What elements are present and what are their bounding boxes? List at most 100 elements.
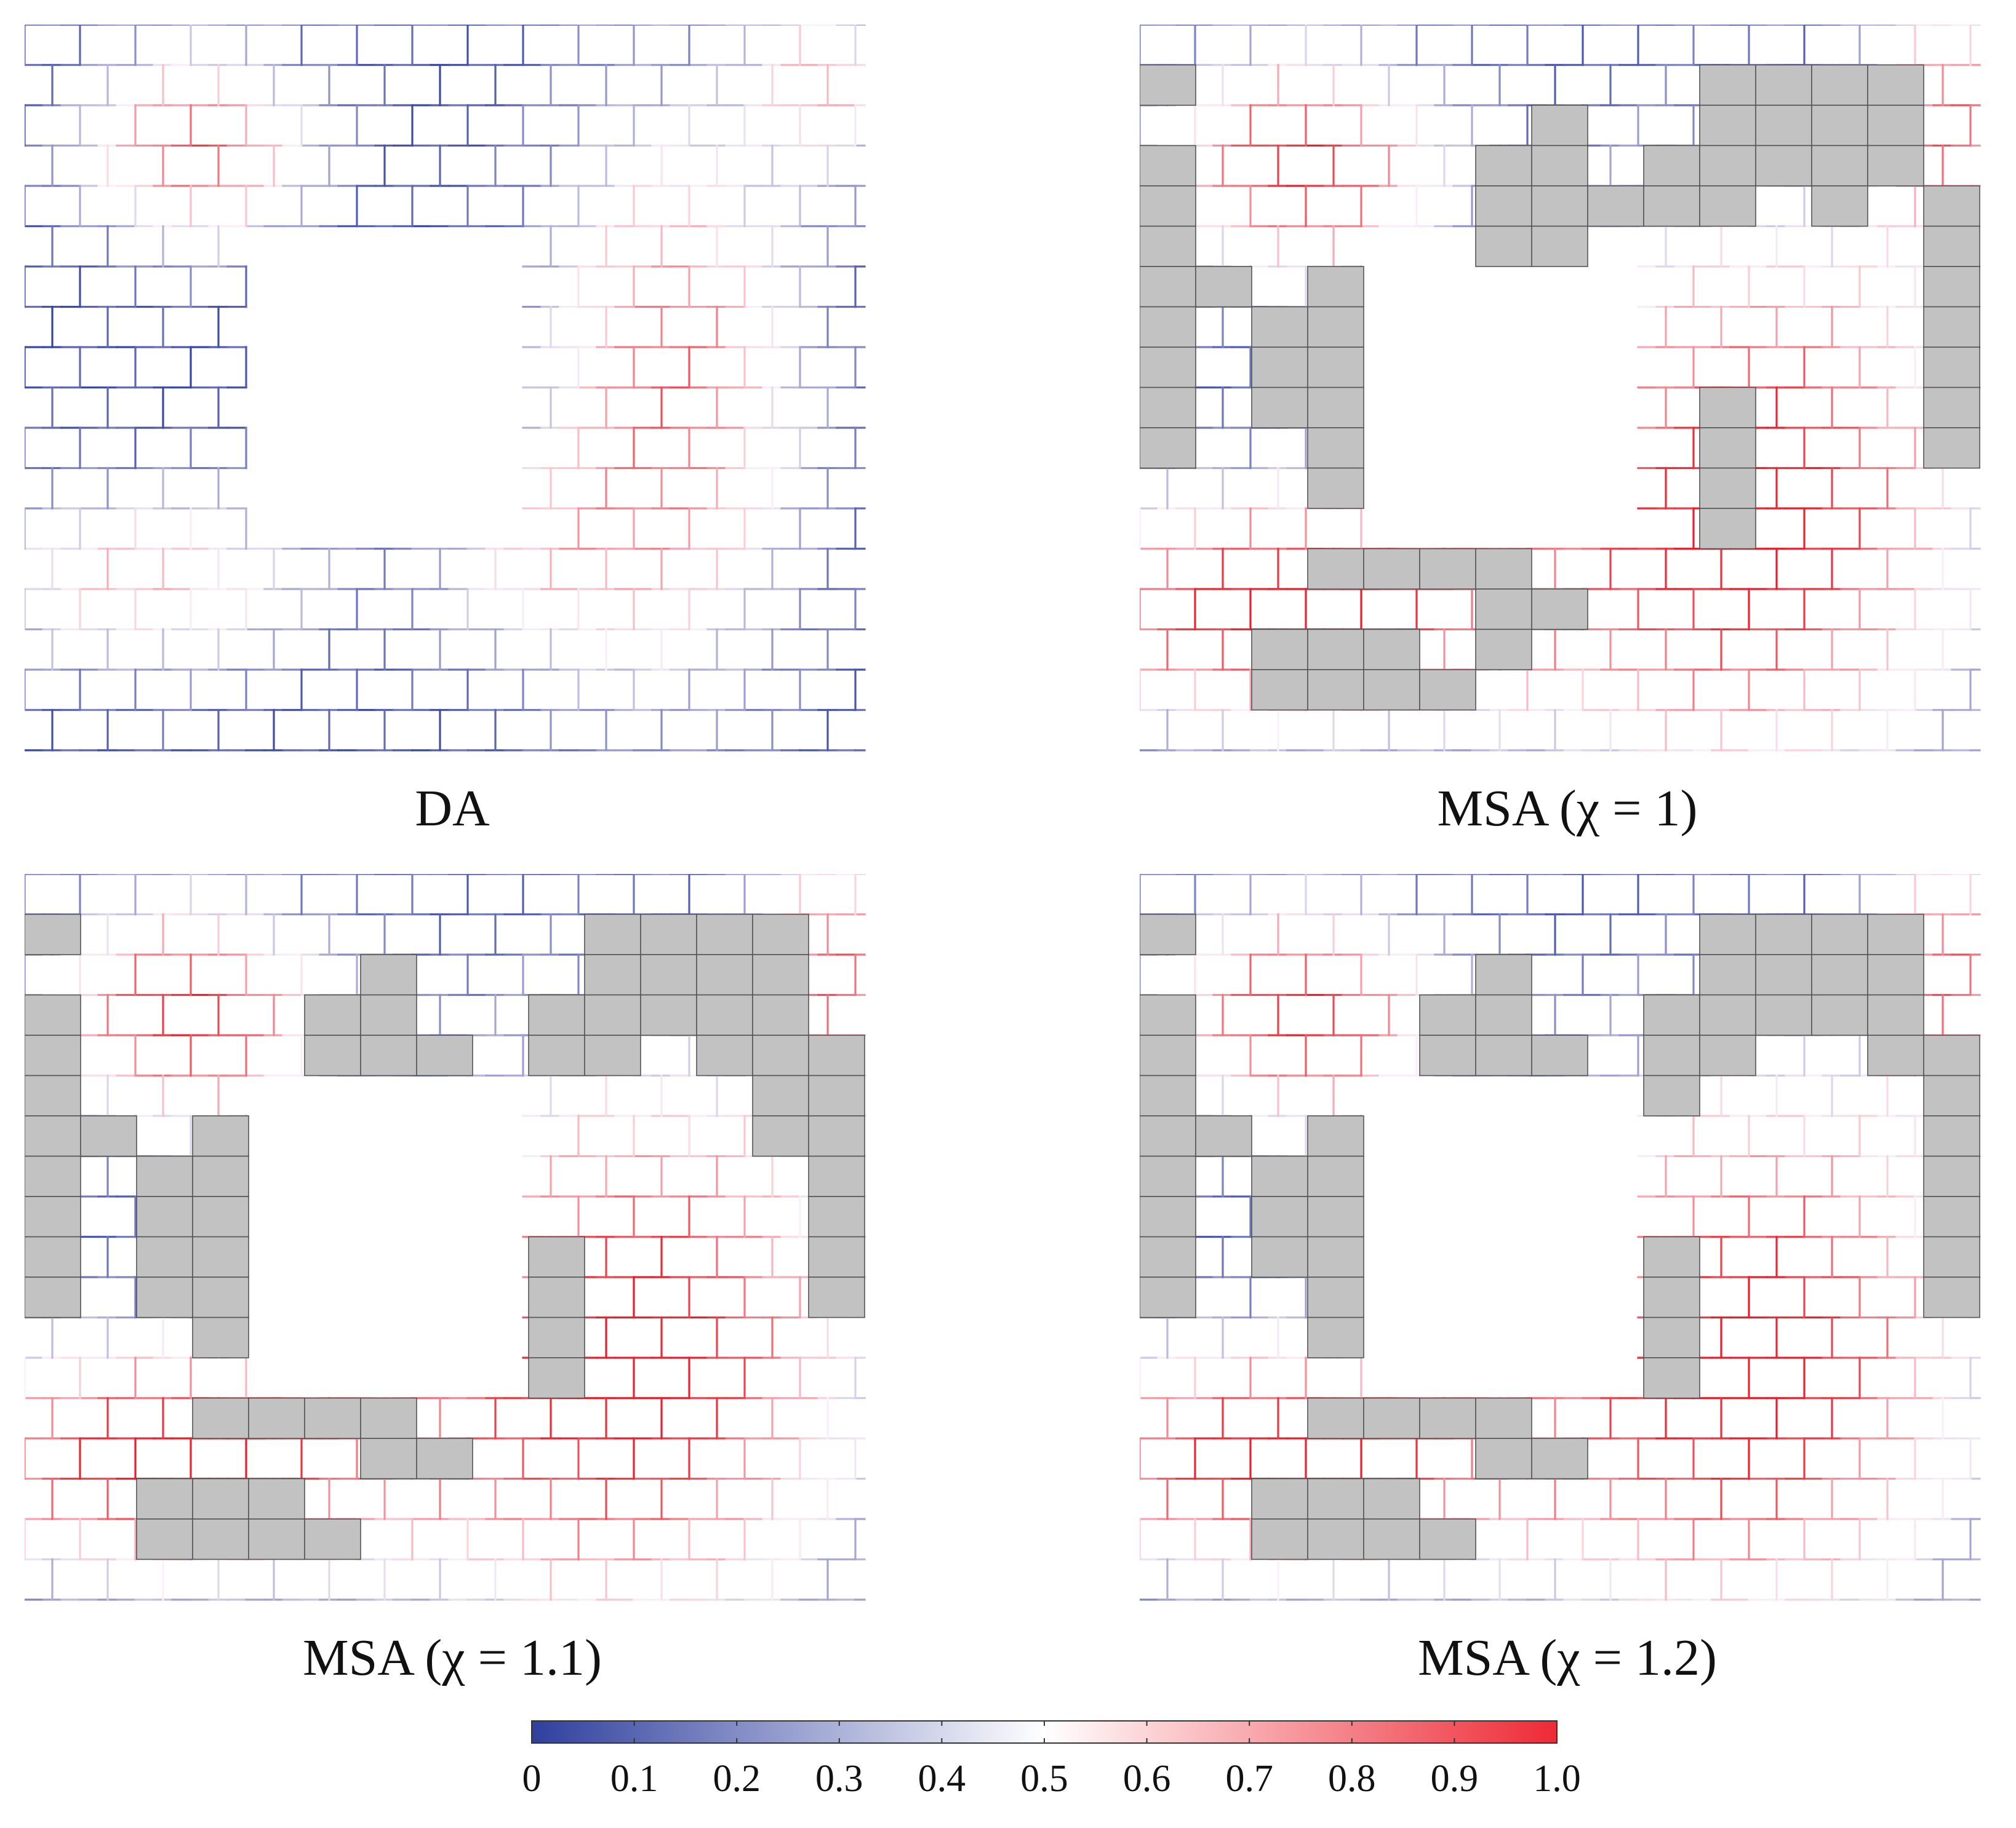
removed-block bbox=[360, 1438, 417, 1480]
removed-block bbox=[1251, 387, 1308, 428]
removed-block bbox=[1475, 1397, 1532, 1439]
removed-block bbox=[696, 994, 753, 1036]
removed-block bbox=[25, 1277, 81, 1318]
removed-block bbox=[1307, 347, 1364, 388]
removed-block bbox=[136, 1155, 193, 1197]
removed-block bbox=[1251, 1478, 1308, 1520]
removed-block bbox=[1755, 994, 1812, 1036]
removed-block-group bbox=[25, 913, 865, 1560]
removed-block bbox=[1140, 1115, 1196, 1157]
removed-block bbox=[1531, 225, 1588, 267]
removed-block bbox=[1140, 1277, 1196, 1318]
removed-block bbox=[1140, 913, 1196, 955]
removed-block bbox=[1475, 225, 1532, 267]
removed-block bbox=[1811, 105, 1868, 146]
colorbar-tick-label: 1.0 bbox=[1533, 1758, 1581, 1800]
removed-block bbox=[1363, 669, 1420, 711]
removed-block bbox=[808, 1196, 865, 1238]
removed-block bbox=[1140, 1075, 1196, 1116]
removed-block bbox=[416, 1438, 473, 1480]
removed-block bbox=[752, 954, 809, 996]
removed-block bbox=[360, 954, 417, 996]
removed-block bbox=[192, 1277, 249, 1318]
removed-block bbox=[1811, 994, 1868, 1036]
removed-block bbox=[1251, 1236, 1308, 1278]
colorbar bbox=[530, 1720, 1558, 1747]
masonry-wall-msa-1 bbox=[1140, 25, 1981, 752]
removed-block bbox=[1475, 628, 1532, 670]
removed-block bbox=[304, 1518, 361, 1560]
removed-block bbox=[1923, 1196, 1980, 1238]
removed-block bbox=[192, 1236, 249, 1278]
removed-block bbox=[1251, 306, 1308, 348]
removed-block bbox=[696, 954, 753, 996]
removed-block bbox=[25, 1075, 81, 1116]
removed-block bbox=[1643, 185, 1700, 227]
removed-block bbox=[1699, 387, 1756, 428]
removed-block bbox=[1531, 145, 1588, 186]
removed-block bbox=[304, 994, 361, 1036]
removed-block bbox=[752, 994, 809, 1036]
removed-block bbox=[1251, 1155, 1308, 1197]
removed-block bbox=[584, 1035, 641, 1076]
removed-block bbox=[1923, 1236, 1980, 1278]
removed-block bbox=[1307, 427, 1364, 469]
removed-block bbox=[1419, 1397, 1476, 1439]
removed-block bbox=[1140, 1155, 1196, 1197]
removed-block bbox=[1867, 913, 1924, 955]
removed-block bbox=[1531, 185, 1588, 227]
removed-block bbox=[1867, 1035, 1924, 1076]
removed-block bbox=[1867, 994, 1924, 1036]
removed-block bbox=[1923, 387, 1980, 428]
removed-block bbox=[528, 1236, 585, 1278]
removed-block bbox=[136, 1277, 193, 1318]
removed-block bbox=[808, 1035, 865, 1076]
removed-block bbox=[1643, 994, 1700, 1036]
removed-block bbox=[1643, 1317, 1700, 1358]
removed-block bbox=[1419, 1035, 1476, 1076]
removed-block bbox=[808, 1115, 865, 1157]
removed-block bbox=[360, 1397, 417, 1439]
removed-block bbox=[1811, 954, 1868, 996]
removed-block bbox=[192, 1115, 249, 1157]
removed-block bbox=[1699, 467, 1756, 509]
removed-block bbox=[1307, 1236, 1364, 1278]
removed-block bbox=[248, 1478, 305, 1520]
removed-block bbox=[1755, 954, 1812, 996]
removed-block bbox=[1363, 628, 1420, 670]
removed-block bbox=[1307, 1196, 1364, 1238]
removed-block bbox=[1643, 1277, 1700, 1318]
removed-block bbox=[696, 913, 753, 955]
removed-block bbox=[1307, 669, 1364, 711]
removed-block bbox=[1531, 105, 1588, 146]
removed-block bbox=[808, 1155, 865, 1197]
removed-block bbox=[1475, 954, 1532, 996]
removed-block bbox=[1643, 1357, 1700, 1399]
removed-block bbox=[1363, 548, 1420, 590]
removed-block bbox=[752, 1035, 809, 1076]
removed-block bbox=[1307, 387, 1364, 428]
removed-block bbox=[192, 1155, 249, 1197]
removed-block bbox=[640, 913, 697, 955]
removed-block bbox=[1307, 548, 1364, 590]
removed-block bbox=[192, 1196, 249, 1238]
caption-msa-1-2: MSA (χ = 1.2) bbox=[1417, 1629, 1718, 1686]
removed-block bbox=[1699, 508, 1756, 550]
removed-block bbox=[1307, 467, 1364, 509]
removed-block bbox=[192, 1317, 249, 1358]
removed-block bbox=[1475, 145, 1532, 186]
panel-da bbox=[25, 25, 880, 763]
caption-da: DA bbox=[415, 780, 490, 837]
removed-block bbox=[1923, 427, 1980, 469]
removed-block bbox=[25, 1155, 81, 1197]
colorbar-tick-label: 0.8 bbox=[1328, 1758, 1376, 1800]
removed-block bbox=[1140, 266, 1196, 308]
removed-block bbox=[1307, 1277, 1364, 1318]
removed-block bbox=[136, 1478, 193, 1520]
panel-msa-1-2 bbox=[1140, 874, 1995, 1613]
removed-block bbox=[25, 994, 81, 1036]
removed-block bbox=[1251, 1518, 1308, 1560]
removed-block bbox=[1699, 427, 1756, 469]
removed-block bbox=[1699, 954, 1756, 996]
removed-block bbox=[1140, 1196, 1196, 1238]
